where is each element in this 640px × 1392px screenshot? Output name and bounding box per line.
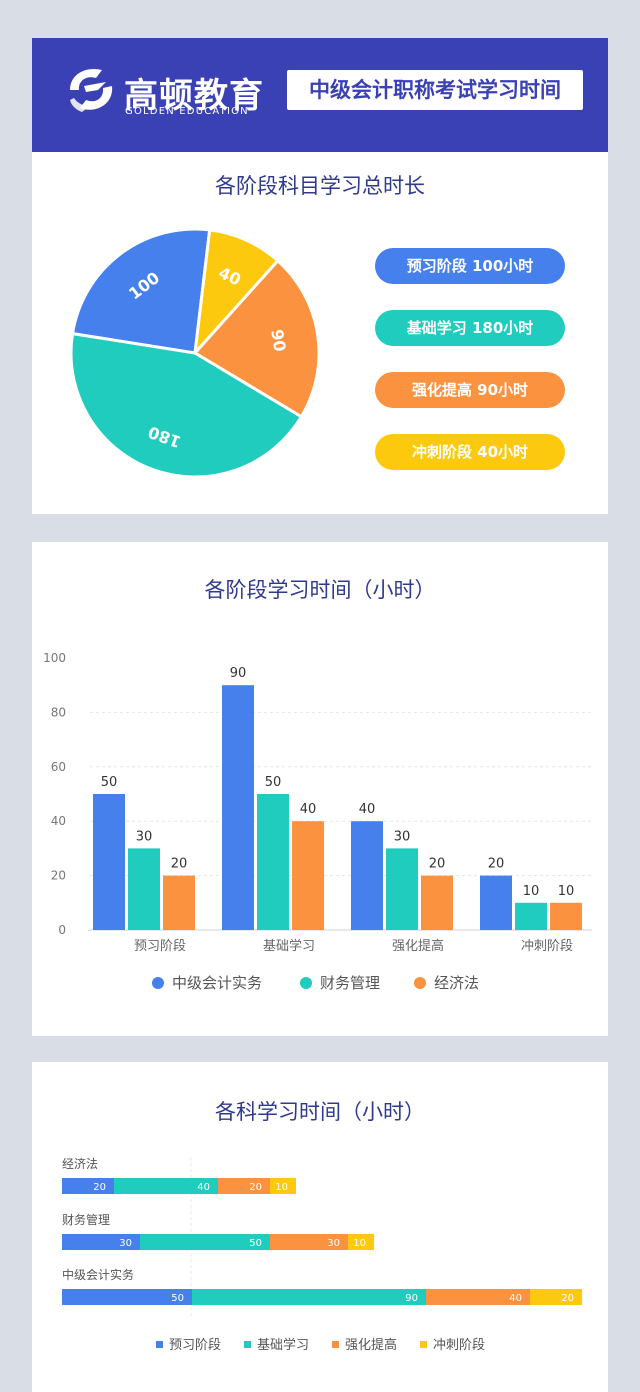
segment-value-label: 40	[197, 1182, 210, 1193]
bar	[257, 794, 289, 930]
y-tick-label: 80	[51, 705, 66, 719]
x-category-label: 冲刺阶段	[521, 939, 573, 954]
stacked-segment	[348, 1234, 374, 1250]
grouped-bar-chart: 0 20 40 60 80 100 50 30 20 预习阶段 90 50 40 基础学习 40 30 20 强化…	[43, 651, 592, 992]
legend-label: 中级会计实务	[172, 974, 262, 992]
legend-label: 经济法	[434, 974, 479, 992]
stacked-segment	[62, 1289, 192, 1305]
bar-value-label: 10	[523, 884, 540, 899]
bar-value-label: 50	[265, 775, 282, 790]
y-tick-label: 100	[43, 651, 66, 665]
bar-value-label: 10	[558, 884, 575, 899]
x-category-label: 强化提高	[392, 938, 444, 954]
segment-value-label: 50	[249, 1238, 262, 1249]
header-title-box: 中级会计职称考试学习时间	[287, 70, 583, 110]
segment-value-label: 20	[249, 1182, 262, 1193]
segment-value-label: 90	[405, 1293, 418, 1304]
bar	[480, 875, 512, 930]
logo-swirl-icon	[70, 68, 113, 112]
pie-slice-preview	[70, 227, 212, 355]
bar	[515, 902, 547, 930]
stacked-segment	[114, 1178, 218, 1194]
legend-swatch	[420, 1341, 427, 1348]
bar-value-label: 20	[429, 857, 446, 872]
x-category-label: 预习阶段	[134, 939, 186, 954]
legend-label: 强化提高	[345, 1337, 397, 1353]
legend-pill-basic: 基础学习 180小时	[375, 310, 565, 346]
stacked-segment	[62, 1178, 114, 1194]
bar	[351, 821, 383, 930]
stacked-segment	[140, 1234, 270, 1250]
bar	[128, 848, 160, 930]
y-tick-label: 60	[51, 760, 66, 774]
y-tick-label: 40	[51, 814, 66, 828]
page-title: 中级会计职称考试学习时间	[309, 78, 561, 102]
x-category-label: 基础学习	[263, 938, 315, 954]
stacked-bar-chart: 经济法 20 40 20 10 财务管理 30 50 30 10 中级会计实务 50 90 40 20 预习阶…	[62, 1156, 582, 1353]
bar-chart-title: 各阶段学习时间（小时）	[204, 578, 436, 602]
segment-value-label: 10	[275, 1182, 288, 1193]
header-banner: 高顿教育 GOLDEN EDUCATION 中级会计职称考试学习时间	[32, 38, 608, 152]
legend-dot	[414, 977, 426, 989]
stacked-segment	[62, 1234, 140, 1250]
bar	[292, 821, 324, 930]
bar-value-label: 20	[171, 857, 188, 872]
stacked-segment	[426, 1289, 530, 1305]
stacked-segment	[192, 1289, 426, 1305]
segment-value-label: 50	[171, 1293, 184, 1304]
stacked-segment	[270, 1178, 296, 1194]
bar-value-label: 30	[394, 829, 411, 844]
y-tick-label: 20	[51, 869, 66, 883]
legend-dot	[300, 977, 312, 989]
logo-text-en: GOLDEN EDUCATION	[125, 106, 249, 117]
pie-slice-basic	[69, 331, 304, 479]
legend-pill-sprint: 冲刺阶段 40小时	[375, 434, 565, 470]
pie-chart-title: 各阶段科目学习总时长	[215, 174, 425, 198]
legend-swatch	[332, 1341, 339, 1348]
bar	[93, 794, 125, 930]
legend-label: 冲刺阶段	[433, 1338, 485, 1353]
stacked-chart-title: 各科学习时间（小时）	[215, 1100, 425, 1124]
bar	[550, 902, 582, 930]
legend-swatch	[156, 1341, 163, 1348]
stacked-bar-card: 各科学习时间（小时） 经济法 20 40 20 10 财务管理 30 50 30 10 中级会计实务…	[32, 1062, 608, 1392]
pie-slice-intensive	[192, 258, 321, 419]
bar-value-label: 90	[230, 666, 247, 681]
legend-label: 预习阶段	[169, 1338, 221, 1353]
y-category-label: 经济法	[62, 1156, 98, 1171]
legend-pill-preview: 预习阶段 100小时	[375, 248, 565, 284]
segment-value-label: 40	[509, 1293, 522, 1304]
bar-value-label: 40	[300, 802, 317, 817]
legend-label: 财务管理	[320, 974, 380, 992]
segment-value-label: 10	[353, 1238, 366, 1249]
bar-value-label: 20	[488, 857, 505, 872]
legend-pill-intensive: 强化提高 90小时	[375, 372, 565, 408]
grouped-bar-card: 各阶段学习时间（小时） 0 20 40 60 80 100 50 30 20 预习阶段 90 50 40…	[32, 542, 608, 1036]
stacked-segment	[218, 1178, 270, 1194]
legend-label: 基础学习	[257, 1337, 309, 1353]
bar	[163, 875, 195, 930]
pie-value-label: 90	[267, 328, 289, 353]
bar	[386, 848, 418, 930]
legend-dot	[152, 977, 164, 989]
legend-swatch	[244, 1341, 251, 1348]
bar	[421, 875, 453, 930]
bar	[222, 685, 254, 930]
pie-chart-card: 各阶段科目学习总时长 100 40 90 180 预习阶段 100小时 基础学习 18…	[32, 152, 608, 514]
segment-value-label: 30	[327, 1238, 340, 1249]
y-tick-label: 0	[58, 923, 66, 937]
bar-value-label: 40	[359, 802, 376, 817]
segment-value-label: 20	[561, 1293, 574, 1304]
bar-value-label: 50	[101, 775, 118, 790]
y-category-label: 中级会计实务	[62, 1267, 134, 1282]
segment-value-label: 20	[93, 1182, 106, 1193]
bar-value-label: 30	[136, 829, 153, 844]
segment-value-label: 30	[119, 1238, 132, 1249]
y-category-label: 财务管理	[62, 1212, 110, 1227]
stacked-segment	[530, 1289, 582, 1305]
logo-text-cn: 高顿教育	[124, 76, 264, 116]
stacked-segment	[270, 1234, 348, 1250]
